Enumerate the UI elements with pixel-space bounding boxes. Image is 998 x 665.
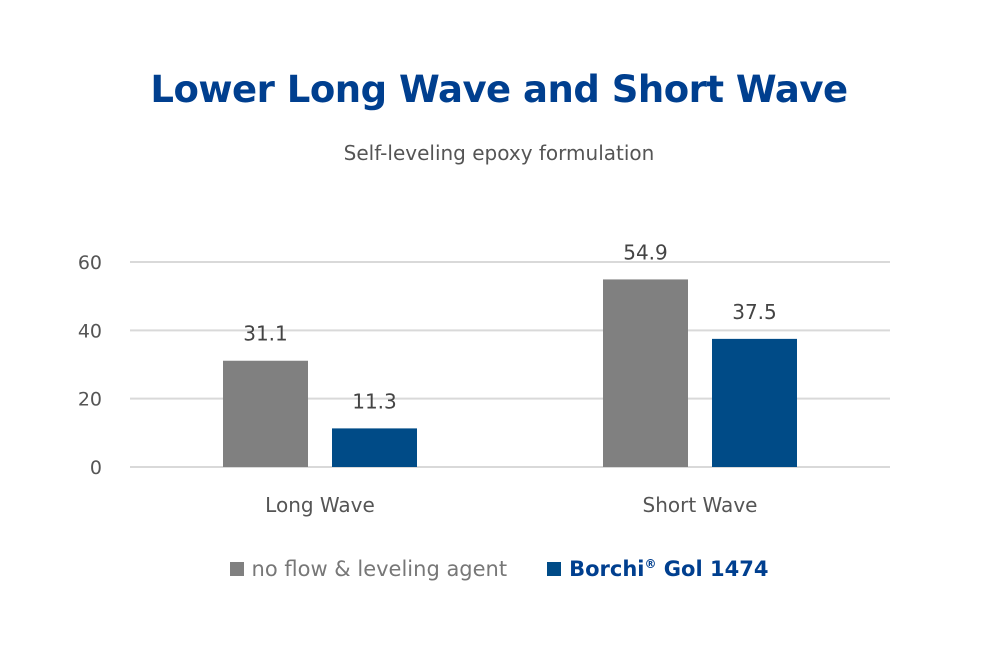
y-tick-label: 40	[78, 320, 102, 342]
chart-title: Lower Long Wave and Short Wave	[150, 68, 848, 111]
bar	[332, 428, 417, 467]
x-tick-label: Long Wave	[265, 493, 375, 517]
bar	[712, 338, 797, 467]
y-tick-label: 20	[78, 389, 102, 411]
bar	[603, 279, 688, 467]
legend-label: no flow & leveling agent	[251, 557, 508, 581]
legend-item-borchi-gol: Borchi® Gol 1474	[547, 557, 768, 581]
y-tick-label: 0	[90, 457, 102, 479]
legend-swatch	[229, 562, 244, 576]
data-label: 54.9	[623, 240, 668, 264]
chart-subtitle: Self-leveling epoxy formulation	[343, 141, 655, 165]
legend-swatch	[547, 562, 562, 576]
bar	[223, 360, 308, 467]
legend: no flow & leveling agent Borchi® Gol 147…	[0, 557, 998, 581]
y-tick-label: 60	[78, 252, 102, 274]
legend-label: Borchi® Gol 1474	[569, 557, 769, 581]
x-tick-label: Short Wave	[643, 493, 758, 517]
legend-item-no-agent: no flow & leveling agent	[229, 557, 508, 581]
data-label: 11.3	[352, 389, 397, 413]
data-label: 31.1	[243, 322, 288, 346]
data-label: 37.5	[732, 300, 777, 324]
